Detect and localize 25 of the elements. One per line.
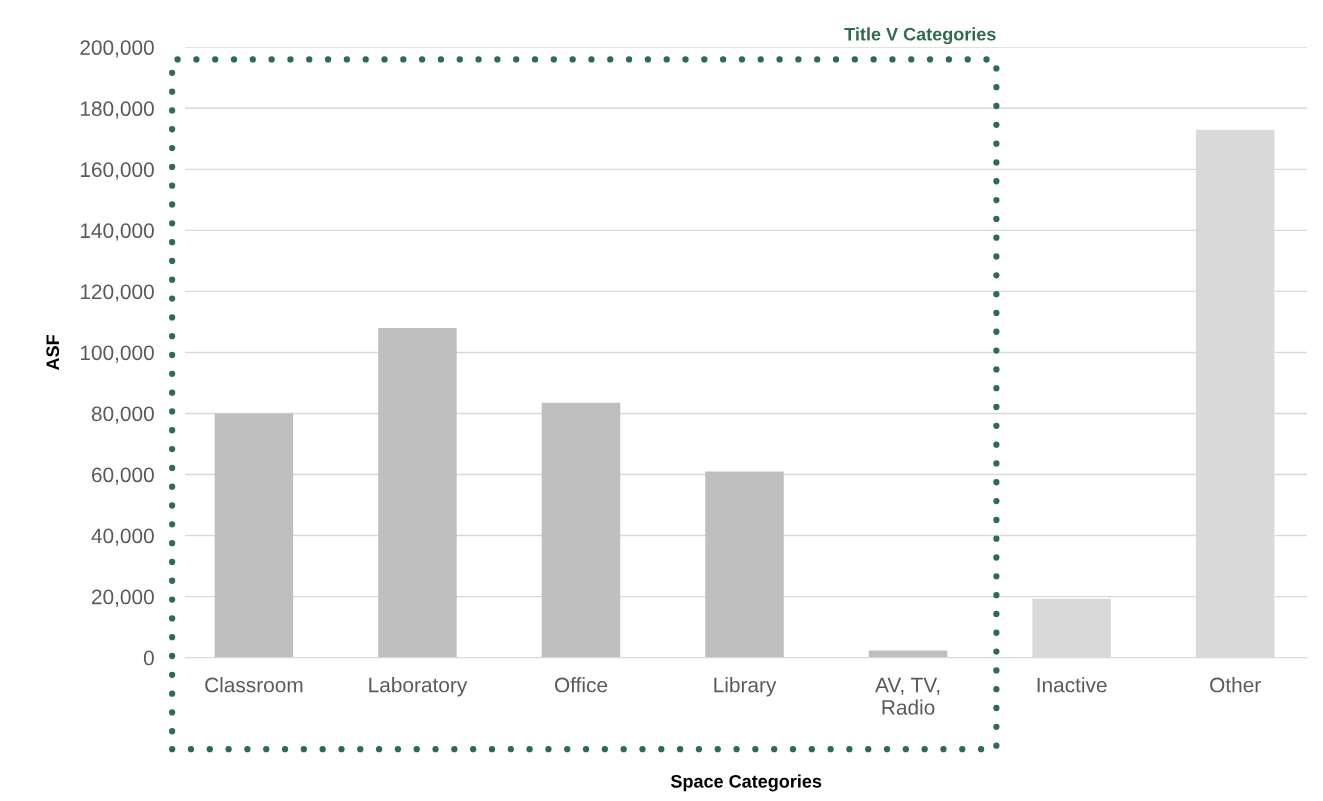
text: Title V Categories [844, 27, 996, 45]
y-axis-title: ASF [46, 335, 60, 371]
y-tick-label: 140,000 [80, 223, 154, 241]
x-axis-title: Space Categories [670, 774, 822, 792]
y-tick-label: 20,000 [92, 589, 154, 607]
y-tick-label: 180,000 [80, 101, 154, 119]
y-tick-label: 40,000 [91, 528, 154, 546]
x-tick-label: AV, TV, Radio [875, 677, 940, 715]
y-tick-label: 0 [143, 650, 154, 666]
bar [541, 402, 621, 658]
y-tick-label: 120,000 [80, 284, 154, 302]
y-tick-label: 60,000 [92, 467, 154, 485]
bar [378, 328, 457, 658]
bar [705, 471, 784, 658]
x-tick-label: Laboratory [369, 677, 468, 697]
x-tick-label: Office [554, 677, 608, 693]
y-tick-label: 100,000 [80, 345, 154, 363]
x-tick-label: Library [714, 677, 777, 697]
y-tick-label: 160,000 [80, 162, 154, 180]
y-tick-label: 80,000 [91, 406, 154, 424]
x-tick-label: Inactive [1037, 677, 1107, 693]
x-tick-label: Classroom [205, 677, 303, 693]
bar [214, 413, 294, 658]
x-tick-label: Other [1210, 677, 1261, 693]
y-tick-label: 200,000 [80, 40, 154, 58]
